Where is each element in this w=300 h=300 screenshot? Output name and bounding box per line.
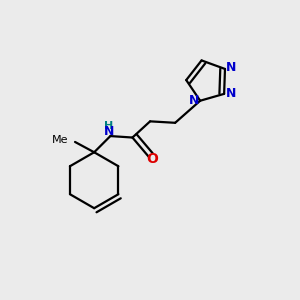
Text: N: N	[188, 94, 199, 107]
Text: N: N	[104, 125, 114, 138]
Text: N: N	[226, 61, 237, 74]
Text: Me: Me	[52, 135, 68, 145]
Text: N: N	[225, 87, 236, 101]
Text: H: H	[104, 121, 113, 131]
Text: O: O	[146, 152, 158, 166]
